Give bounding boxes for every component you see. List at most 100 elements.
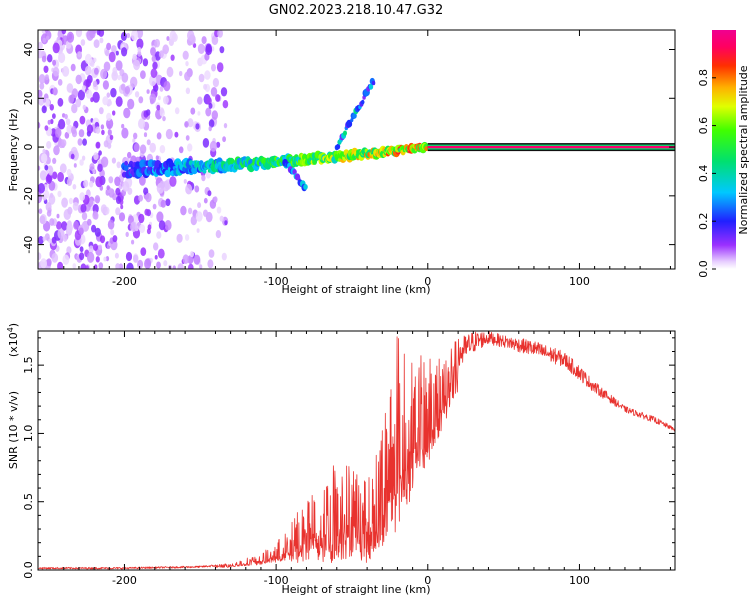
spectrogram-noise-cell <box>72 184 77 190</box>
spectrogram-noise-cell <box>38 121 41 129</box>
spectrogram-noise-cell <box>38 252 42 260</box>
spectrogram-noise-cell <box>52 87 58 96</box>
spectrogram-noise-cell <box>121 72 129 83</box>
spectrogram-noise-cell <box>138 118 146 130</box>
spectrogram-noise-cell <box>75 74 82 85</box>
spectrogram-noise-cell <box>81 212 88 221</box>
spectrogram-noise-cell <box>137 46 142 53</box>
spectrogram-branch-cell <box>336 143 341 150</box>
spectrogram-noise-cell <box>66 124 73 134</box>
spectrogram-noise-cell <box>103 256 107 262</box>
spectrogram-noise-cell <box>157 248 165 259</box>
snr-x-tick-label: 100 <box>569 574 590 587</box>
spectrogram-noise-cell <box>71 126 77 135</box>
spectrogram-noise-cell <box>77 51 82 58</box>
spectrogram-noise-cell <box>46 35 50 41</box>
spectrogram-track-cell <box>135 161 140 167</box>
spectrogram-noise-cell <box>163 80 171 92</box>
spectrogram-noise-cell <box>211 110 218 120</box>
spectrogram-noise-cell <box>99 37 104 44</box>
spectrogram-noise-cell <box>98 262 104 269</box>
spectrogram-noise-cell <box>224 220 228 226</box>
spectrogram-noise-cell <box>47 119 51 125</box>
spectrogram-noise-cell <box>58 118 66 130</box>
spectrogram-noise-cell <box>164 220 172 231</box>
spectrogram-noise-cell <box>49 104 54 111</box>
spectrogram-noise-cell <box>60 221 68 231</box>
spectrogram-noise-cell <box>159 107 164 114</box>
spectrogram-noise-cell <box>211 35 219 46</box>
spectrogram-noise-cell <box>103 140 109 148</box>
spectrogram-noise-cell <box>106 185 110 191</box>
spectrogram-noise-cell <box>177 263 184 269</box>
spectrogram-noise-cell <box>159 145 166 154</box>
spectrogram-noise-cell <box>72 263 77 269</box>
spectrogram-noise-cell <box>51 253 59 263</box>
spectrogram-noise-cell <box>160 199 166 208</box>
spectrogram-noise-cell <box>66 178 72 187</box>
spectrogram-noise-cell <box>58 52 66 64</box>
spectrogram-noise-cell <box>86 30 94 41</box>
spectrogram-noise-cell <box>144 208 149 216</box>
spectrogram-noise-cell <box>185 87 191 95</box>
spectrogram-noise-cell <box>126 262 134 269</box>
spectrogram-branch-cell <box>360 99 365 105</box>
spectrogram-noise-cell <box>111 45 117 54</box>
spectrogram-noise-cell <box>219 215 224 222</box>
spectrogram-noise-cell <box>207 190 212 197</box>
spectrogram-noise-cell <box>52 157 57 164</box>
spectrogram-noise-cell <box>195 211 203 222</box>
spectrogram-noise-cell <box>75 30 83 38</box>
spectrogram-noise-cell <box>117 74 121 81</box>
spectrogram-noise-cell <box>158 50 164 58</box>
spectrogram-noise-cell <box>95 256 100 263</box>
spectrogram-noise-cell <box>134 91 140 98</box>
spectrogram-noise-cell <box>215 230 222 239</box>
spectrogram-y-tick-label: -40 <box>22 236 35 254</box>
spectrogram-noise-cell <box>56 213 60 219</box>
spectrogram-noise-cell <box>118 212 126 222</box>
spectrogram-noise-cell <box>195 123 200 130</box>
spectrogram-x-label: Height of straight line (km) <box>281 283 430 296</box>
spectrogram-noise-cell <box>73 220 79 230</box>
spectrogram-noise-cell <box>115 263 121 269</box>
spectrogram-noise-cell <box>93 243 98 251</box>
spectrogram-noise-cell <box>42 97 47 103</box>
spectrogram-noise-cell <box>39 170 47 181</box>
spectrogram-noise-cell <box>126 32 131 39</box>
spectrogram-noise-cell <box>172 265 176 269</box>
colorbar-tick-label: 0.2 <box>697 212 710 230</box>
spectrogram-noise-cell <box>95 176 103 188</box>
spectrogram-noise-cell <box>213 196 218 203</box>
spectrogram-noise-cell <box>185 61 189 67</box>
spectrogram-noise-cell <box>42 236 46 242</box>
spectrogram-noise-cell <box>156 132 162 140</box>
spectrogram-noise-cell <box>169 176 177 187</box>
spectrogram-noise-cell <box>111 157 116 164</box>
snr-y-label: SNR (10 * v/v) <box>7 391 20 469</box>
spectrogram-noise-cell <box>154 254 158 260</box>
spectrogram-noise-cell <box>197 202 202 209</box>
spectrogram-noise-cell <box>112 67 118 75</box>
spectrogram-noise-cell <box>187 207 193 215</box>
spectrogram-noise-cell <box>71 103 78 114</box>
spectrogram-noise-cell <box>67 206 73 215</box>
spectrogram-noise-cell <box>38 41 43 50</box>
spectrogram-noise-cell <box>115 60 123 71</box>
spectrogram-noise-cell <box>149 93 157 104</box>
spectrogram-noise-cell <box>46 258 52 267</box>
spectrogram-noise-cell <box>93 57 97 63</box>
spectrogram-noise-cell <box>62 234 68 242</box>
spectrogram-noise-cell <box>86 124 94 134</box>
spectrogram-noise-cell <box>176 233 183 243</box>
spectrogram-noise-cell <box>211 63 216 72</box>
spectrogram-noise-cell <box>98 107 104 115</box>
spectrogram-noise-cell <box>49 192 54 199</box>
spectrogram-noise-cell <box>41 105 47 114</box>
spectrogram-noise-cell <box>38 236 44 245</box>
spectrogram-noise-cell <box>84 65 92 76</box>
spectrogram-noise-cell <box>38 192 43 204</box>
spectrogram-x-tick-label: 0 <box>424 275 431 288</box>
spectrogram-noise-cell <box>222 136 227 143</box>
